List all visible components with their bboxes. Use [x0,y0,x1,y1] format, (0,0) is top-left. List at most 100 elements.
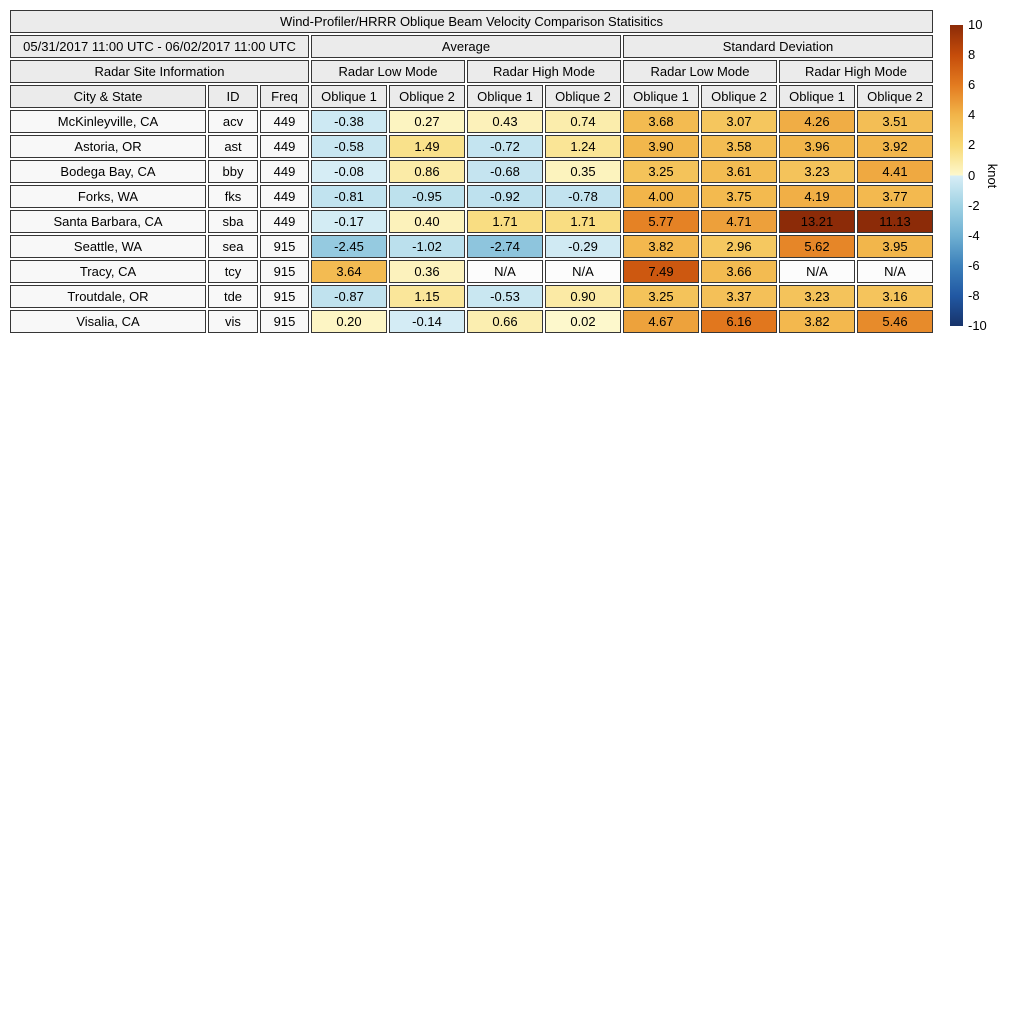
freq-column-header: Freq [260,85,309,108]
value-cell: 1.15 [389,285,465,308]
site-id-cell: sea [208,235,258,258]
value-cell: 4.00 [623,185,699,208]
value-cell: 0.20 [311,310,387,333]
value-cell: 5.77 [623,210,699,233]
value-cell: 0.35 [545,160,621,183]
city-cell: Astoria, OR [10,135,206,158]
value-cell: 1.49 [389,135,465,158]
value-cell: 3.82 [623,235,699,258]
value-cell: N/A [467,260,543,283]
value-cell: -1.02 [389,235,465,258]
table-row: McKinleyville, CA acv 449 -0.38 0.27 0.43 0.74… [10,110,933,133]
value-cell: 3.23 [779,160,855,183]
city-cell: Tracy, CA [10,260,206,283]
value-cell: -0.38 [311,110,387,133]
value-cell: 0.36 [389,260,465,283]
value-cell: 3.16 [857,285,933,308]
value-cell: 0.86 [389,160,465,183]
city-cell: McKinleyville, CA [10,110,206,133]
value-cell: -0.72 [467,135,543,158]
oblique-column-header-5: Oblique 1 [623,85,699,108]
value-cell: 0.90 [545,285,621,308]
value-cell: -0.58 [311,135,387,158]
value-cell: 3.66 [701,260,777,283]
value-cell: 1.71 [467,210,543,233]
city-cell: Bodega Bay, CA [10,160,206,183]
value-cell: 3.95 [857,235,933,258]
value-cell: 0.74 [545,110,621,133]
avg-high-mode-header: Radar High Mode [467,60,621,83]
freq-cell: 449 [260,185,309,208]
group-average: Average [311,35,621,58]
value-cell: -0.81 [311,185,387,208]
value-cell: 1.24 [545,135,621,158]
value-cell: 3.68 [623,110,699,133]
colorbar-tick-label: -4 [968,227,980,243]
value-cell: N/A [779,260,855,283]
value-cell: 4.71 [701,210,777,233]
group-header-row: 05/31/2017 11:00 UTC - 06/02/2017 11:00 … [10,35,933,58]
value-cell: -0.14 [389,310,465,333]
value-cell: 3.64 [311,260,387,283]
value-cell: 0.66 [467,310,543,333]
value-cell: 3.96 [779,135,855,158]
value-cell: -0.17 [311,210,387,233]
oblique-column-header-7: Oblique 1 [779,85,855,108]
value-cell: 4.26 [779,110,855,133]
value-cell: 4.19 [779,185,855,208]
value-cell: 3.82 [779,310,855,333]
oblique-column-header-3: Oblique 1 [467,85,543,108]
freq-cell: 449 [260,110,309,133]
value-cell: 3.58 [701,135,777,158]
city-cell: Seattle, WA [10,235,206,258]
oblique-column-header-2: Oblique 2 [389,85,465,108]
oblique-column-header-1: Oblique 1 [311,85,387,108]
value-cell: 1.71 [545,210,621,233]
radar-site-information-header: Radar Site Information [10,60,309,83]
value-cell: 3.92 [857,135,933,158]
value-cell: 0.27 [389,110,465,133]
colorbar-tick-label: 4 [968,107,976,123]
colorbar-tick-label: -2 [968,197,980,213]
site-id-cell: vis [208,310,258,333]
value-cell: 0.43 [467,110,543,133]
value-cell: -0.92 [467,185,543,208]
avg-low-mode-header: Radar Low Mode [311,60,465,83]
site-id-cell: bby [208,160,258,183]
freq-cell: 449 [260,210,309,233]
value-cell: -0.87 [311,285,387,308]
value-cell: -0.08 [311,160,387,183]
oblique-column-header-6: Oblique 2 [701,85,777,108]
value-cell: 3.51 [857,110,933,133]
value-cell: -2.74 [467,235,543,258]
value-cell: 11.13 [857,210,933,233]
std-high-mode-header: Radar High Mode [779,60,933,83]
oblique-column-header-8: Oblique 2 [857,85,933,108]
site-id-cell: tde [208,285,258,308]
table-row: Santa Barbara, CA sba 449 -0.17 0.40 1.71 1.71… [10,210,933,233]
id-column-header: ID [208,85,258,108]
site-id-cell: acv [208,110,258,133]
site-id-cell: fks [208,185,258,208]
colorbar-unit-label: knot [985,163,1000,189]
freq-cell: 449 [260,135,309,158]
oblique-column-header-4: Oblique 2 [545,85,621,108]
value-cell: 5.62 [779,235,855,258]
table-row: Astoria, OR ast 449 -0.58 1.49 -0.72 1.24 3.90 3… [10,135,933,158]
value-cell: 3.37 [701,285,777,308]
table-row: Troutdale, OR tde 915 -0.87 1.15 -0.53 0.90 3.2… [10,285,933,308]
colorbar-gradient [950,25,963,326]
value-cell: 6.16 [701,310,777,333]
colorbar-tick-label: 8 [968,47,976,63]
freq-cell: 915 [260,285,309,308]
value-cell: 3.07 [701,110,777,133]
freq-cell: 915 [260,235,309,258]
city-state-column-header: City & State [10,85,206,108]
city-cell: Santa Barbara, CA [10,210,206,233]
site-id-cell: ast [208,135,258,158]
table-title: Wind-Profiler/HRRR Oblique Beam Velocity… [10,10,933,33]
value-cell: -0.29 [545,235,621,258]
value-cell: 13.21 [779,210,855,233]
